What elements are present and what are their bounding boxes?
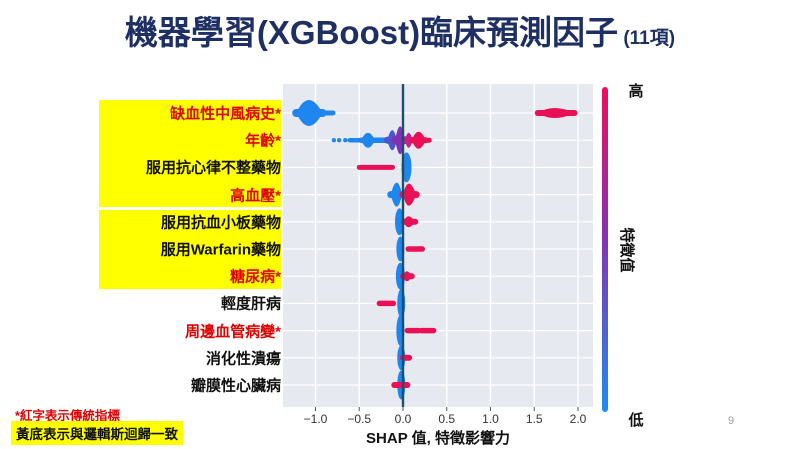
shap-blob-cluster <box>403 271 412 282</box>
feature-label-8: 輕度肝病 <box>220 295 281 313</box>
shap-spindle-cluster <box>395 208 404 236</box>
shap-dot <box>343 138 348 143</box>
x-tick-label: 0.0 <box>394 412 412 426</box>
shap-dot <box>331 138 337 143</box>
feature-label-10: 消化性潰瘍 <box>205 350 281 368</box>
yellow-highlight-block-upper <box>99 100 281 207</box>
feature-label-3: 服用抗心律不整藥物 <box>145 159 281 177</box>
x-axis-title: SHAP 值, 特徵影響力 <box>366 430 510 447</box>
yellow-highlight-block-lower <box>99 210 281 289</box>
page-title-main: 機器學習(XGBoost)臨床預測因子 <box>124 14 619 51</box>
footnote-traditional-indicator: *紅字表示傳統指標 <box>15 409 120 423</box>
shap-blob-cluster <box>411 131 426 149</box>
footnote-logistic-concordance: 黃底表示與邏輯斯迴歸一致 <box>11 421 183 445</box>
feature-label-1: 缺血性中風病史* <box>170 105 281 123</box>
x-tick-label: 1.5 <box>525 412 543 426</box>
feature-label-7: 糖尿病* <box>230 268 281 286</box>
page-number: 9 <box>728 415 735 427</box>
page-title: 機器學習(XGBoost)臨床預測因子 (11項) <box>0 14 800 52</box>
feature-label-11: 瓣膜性心臟病 <box>190 377 281 395</box>
shap-blob-cluster <box>390 182 403 207</box>
shap-dot <box>336 138 342 143</box>
shap-blob-cluster <box>403 216 416 228</box>
feature-label-4: 高血壓* <box>230 187 281 205</box>
x-tick-label: 2.0 <box>569 412 587 426</box>
shap-blob-cluster <box>403 183 417 206</box>
plot-background <box>283 84 593 407</box>
colorbar-high-label: 高 <box>628 83 644 100</box>
x-tick-label: 0.5 <box>438 412 456 426</box>
shap-blob-cluster <box>537 108 575 118</box>
x-tick-label: 1.0 <box>482 412 499 426</box>
shap-blob-cluster <box>404 132 413 148</box>
x-tick-label: −0.5 <box>347 412 372 426</box>
colorbar-low-label: 低 <box>628 412 644 429</box>
x-tick-label: −1.0 <box>303 412 328 426</box>
feature-label-2: 年齡* <box>245 132 281 150</box>
feature-value-colorbar <box>602 87 608 412</box>
shap-blob-cluster <box>296 100 323 126</box>
feature-label-5: 服用抗血小板藥物 <box>160 214 281 232</box>
colorbar-axis-label: 特徵值 <box>618 227 636 273</box>
shap-blob-cluster <box>361 132 375 148</box>
feature-label-9: 周邊血管病變* <box>185 323 281 341</box>
page-title-suffix: (11項) <box>618 28 676 49</box>
feature-label-6: 服用Warfarin藥物 <box>160 241 281 259</box>
